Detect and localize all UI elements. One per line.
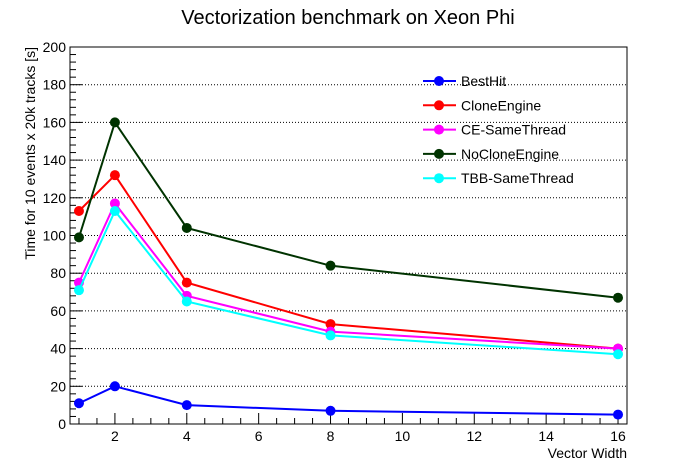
data-point-tbb-samethread	[73, 285, 84, 296]
data-point-nocloneengine	[613, 292, 624, 303]
y-tick-label: 80	[50, 265, 66, 281]
legend-item-ce-samethread: CE-SameThread	[423, 122, 566, 138]
x-tick-label: 4	[183, 428, 191, 444]
legend-marker	[434, 124, 444, 135]
legend-marker	[434, 100, 444, 111]
y-tick-label: 20	[50, 378, 66, 394]
series-line-ce-samethread	[78, 201, 619, 350]
y-tick-label: 60	[50, 303, 66, 319]
plot-frame	[69, 46, 628, 425]
data-point-ce-samethread	[109, 198, 120, 209]
data-point-besthit	[325, 405, 336, 416]
x-tick-label: 14	[538, 428, 554, 444]
legend-label: TBB-SameThread	[461, 170, 574, 186]
y-tick-label: 200	[43, 39, 67, 55]
legend-item-cloneengine: CloneEngine	[423, 97, 541, 113]
data-point-nocloneengine	[325, 260, 336, 271]
data-point-cloneengine	[73, 205, 84, 216]
series-tbb-samethread	[73, 205, 624, 360]
y-tick-label: 180	[43, 77, 67, 93]
data-point-nocloneengine	[109, 117, 120, 128]
data-point-besthit	[73, 398, 84, 409]
data-point-tbb-samethread	[325, 330, 336, 341]
x-tick-label: 16	[610, 428, 626, 444]
data-point-besthit	[613, 409, 624, 420]
y-tick-label: 100	[43, 228, 67, 244]
x-axis-label: Vector Width	[548, 445, 627, 461]
data-point-nocloneengine	[73, 232, 84, 243]
x-tick-label: 10	[395, 428, 411, 444]
series-nocloneengine	[73, 117, 624, 303]
legend-item-nocloneengine: NoCloneEngine	[423, 146, 559, 162]
legend-item-tbb-samethread: TBB-SameThread	[423, 170, 574, 186]
data-point-cloneengine	[325, 319, 336, 330]
x-tick-label: 12	[466, 428, 482, 444]
legend-marker	[434, 173, 444, 184]
data-point-tbb-samethread	[613, 349, 624, 360]
y-tick-label: 0	[58, 416, 66, 432]
legend: BestHit CloneEngine CE-SameThread NoCloneEn…	[423, 73, 574, 186]
data-point-cloneengine	[109, 170, 120, 181]
series-cloneengine	[73, 170, 624, 354]
legend-item-besthit: BestHit	[423, 73, 506, 89]
data-point-besthit	[181, 400, 192, 411]
legend-label: NoCloneEngine	[461, 146, 559, 162]
data-point-cloneengine	[181, 277, 192, 288]
legend-marker	[434, 76, 444, 86]
data-point-tbb-samethread	[181, 296, 192, 307]
legend-label: CE-SameThread	[461, 122, 566, 138]
data-point-besthit	[109, 381, 120, 392]
legend-marker	[434, 148, 444, 159]
x-tick-label: 2	[111, 428, 119, 444]
series-ce-samethread	[73, 198, 624, 354]
series-layer	[73, 117, 624, 420]
y-axis-label: Time for 10 events x 20k tracks [s]	[22, 47, 38, 260]
series-line-besthit	[78, 385, 619, 416]
data-point-tbb-samethread	[109, 205, 120, 216]
chart-title: Vectorization benchmark on Xeon Phi	[181, 7, 515, 29]
legend-label: CloneEngine	[461, 97, 541, 113]
series-besthit	[73, 381, 624, 420]
y-tick-label: 40	[50, 341, 66, 357]
x-tick-label: 6	[255, 428, 263, 444]
y-tick-label: 140	[43, 152, 67, 168]
y-tick-label: 160	[43, 114, 67, 130]
axes: 0 20 40 60 80 100 120 140 160 180 200 2 4 6 8 10 12 14 16	[43, 39, 626, 444]
data-point-nocloneengine	[181, 222, 192, 233]
x-tick-label: 8	[327, 428, 335, 444]
y-tick-label: 120	[43, 190, 67, 206]
legend-label: BestHit	[461, 73, 506, 89]
